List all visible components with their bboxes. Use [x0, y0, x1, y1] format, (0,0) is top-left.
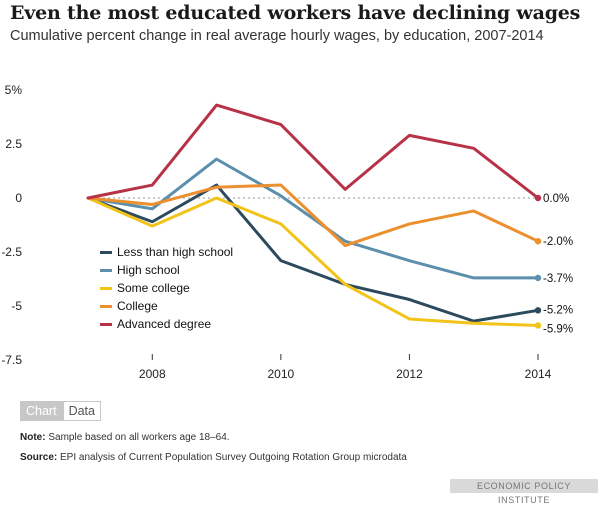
legend-label: Advanced degree [117, 317, 211, 331]
note-label: Note: [20, 432, 46, 443]
legend: Less than high school High school Some col… [100, 245, 233, 331]
series-end-markers [534, 194, 542, 329]
source-label: Source: [20, 452, 58, 463]
series-end-label: -2.0% [543, 236, 573, 248]
legend-swatch [100, 305, 112, 308]
series-end-marker [534, 307, 542, 314]
series-end-label: 0.0% [543, 193, 569, 205]
series-end-marker [534, 274, 542, 282]
tab-data[interactable]: Data [62, 401, 101, 421]
y-tick-label: 0 [15, 191, 22, 205]
legend-label: Less than high school [117, 245, 233, 259]
series-lines [86, 103, 540, 327]
series-line [86, 196, 540, 327]
x-tick-label: 2008 [139, 367, 166, 380]
y-tick-label: -7.5 [1, 353, 22, 367]
chart-subtitle: Cumulative percent change in real averag… [10, 28, 544, 44]
y-tick-label: -5 [11, 299, 22, 313]
series-end-marker [534, 322, 542, 329]
x-tick-label: 2014 [525, 367, 552, 380]
legend-label: Some college [117, 281, 190, 295]
series-line [86, 103, 540, 200]
tab-chart[interactable]: Chart [20, 401, 63, 421]
chart-title: Even the most educated workers have decl… [10, 2, 581, 24]
source-line: Source: EPI analysis of Current Populati… [20, 452, 407, 463]
legend-swatch [100, 323, 112, 326]
series-end-label: -3.7% [543, 273, 573, 285]
y-tick-label: -2.5 [1, 245, 22, 259]
x-tick-label: 2010 [268, 367, 295, 380]
series-line [86, 183, 540, 323]
series-end-label: -5.9% [543, 323, 573, 335]
footnote: Note: Sample based on all workers age 18… [20, 432, 230, 443]
series-end-labels: -5.2% -3.7% -5.9% -2.0% 0.0% [543, 193, 573, 335]
series-end-label: -5.2% [543, 304, 573, 316]
view-tabs: Chart Data [20, 401, 101, 421]
source-text: EPI analysis of Current Population Surve… [60, 452, 407, 463]
y-tick-label: 2.5 [5, 137, 22, 151]
x-axis-ticks: 2008 2010 2012 2014 [139, 354, 552, 380]
series-end-marker [534, 238, 542, 245]
series-line [86, 183, 540, 248]
line-chart: 5%2.50-2.5-5-7.5 2008 2010 2012 2014 -5.2%-… [1, 83, 573, 380]
legend-swatch [100, 287, 112, 290]
publisher-brand: ECONOMIC POLICY INSTITUTE [450, 479, 598, 505]
y-axis-ticks: 5% 2.5 0 -2.5 -5 -7.5 [1, 83, 22, 367]
x-tick-label: 2012 [396, 367, 423, 380]
note-text: Sample based on all workers age 18–64. [48, 432, 230, 443]
y-tick-label: 5% [5, 83, 23, 97]
legend-swatch [100, 251, 112, 254]
series-end-marker [534, 194, 542, 202]
legend-label: College [117, 299, 158, 313]
legend-label: High school [117, 263, 180, 277]
legend-swatch [100, 269, 112, 272]
